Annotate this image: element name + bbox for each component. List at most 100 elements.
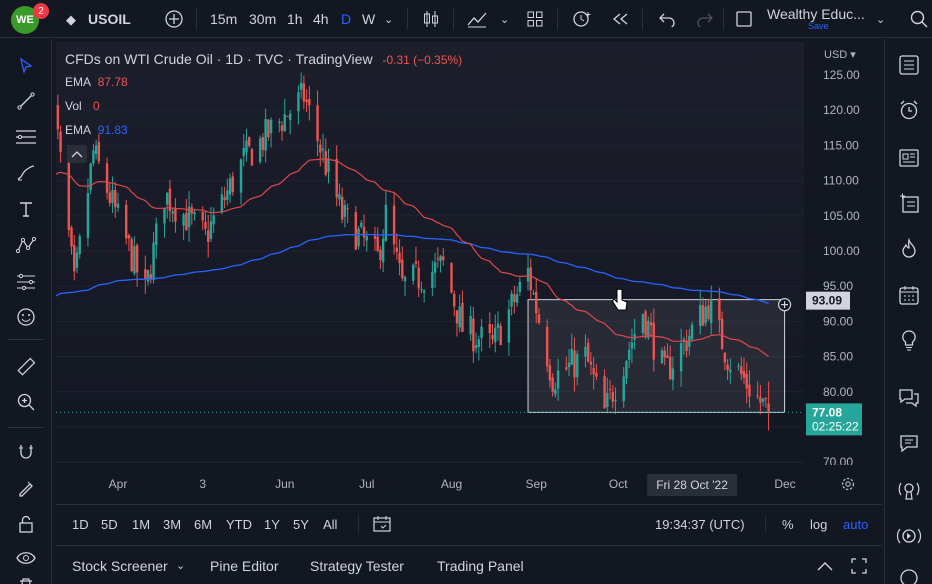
currency-label[interactable]: USD ▾ <box>824 49 856 61</box>
candle-body <box>592 368 595 375</box>
tab-strategy-tester[interactable]: Strategy Tester <box>310 557 404 574</box>
candle-body <box>226 190 229 201</box>
horizontal-lines-icon[interactable] <box>10 123 42 151</box>
interval-1h[interactable]: 1h <box>287 11 303 27</box>
trend-line-icon[interactable] <box>10 87 42 115</box>
lock-icon[interactable] <box>10 510 42 538</box>
range-5d[interactable]: 5D <box>101 516 118 532</box>
watchlist-icon[interactable] <box>893 50 925 80</box>
interval-d[interactable]: D <box>341 11 352 27</box>
hotlist-fire-icon[interactable] <box>893 234 925 264</box>
stock-screener-chevron-icon[interactable]: ⌄ <box>176 560 186 572</box>
tab-stock-screener[interactable]: Stock Screener <box>72 557 168 574</box>
account-name[interactable]: Wealthy Educ... <box>767 6 865 22</box>
chart-pane[interactable]: USD ▾ 125.00 120.00 115.00 110.00 105.00 100.0… <box>56 42 882 502</box>
candle-body <box>201 211 204 221</box>
help-icon[interactable] <box>893 563 925 584</box>
tab-pine-editor[interactable]: Pine Editor <box>210 557 279 574</box>
log-toggle[interactable]: log <box>810 516 828 532</box>
range-3m[interactable]: 3M <box>163 516 182 532</box>
news-icon[interactable] <box>893 143 925 173</box>
pattern-tool-icon[interactable] <box>10 231 42 259</box>
account-chevron-icon[interactable]: ⌄ <box>876 13 886 26</box>
candle-body <box>608 389 612 391</box>
candle-body <box>453 293 456 307</box>
legend-change: -0.31 (−0.35%) <box>382 53 463 67</box>
compare-add-icon[interactable] <box>163 0 185 38</box>
indicators-icon[interactable] <box>465 0 489 38</box>
range-1y[interactable]: 1Y <box>264 516 280 532</box>
magnet-icon[interactable] <box>10 438 42 466</box>
rectangle-drawing[interactable] <box>527 298 792 413</box>
interval-15m[interactable]: 15m <box>210 11 238 27</box>
ideas-lightbulb-icon[interactable] <box>893 325 925 355</box>
rect-price-label: 93.09 <box>812 294 842 308</box>
price-axis[interactable]: USD ▾ 125.00 120.00 115.00 110.00 105.00 100.0… <box>804 42 882 469</box>
clock-readout[interactable]: 19:34:37 (UTC) <box>655 516 745 532</box>
zoom-in-icon[interactable] <box>10 388 42 416</box>
trash-icon[interactable] <box>10 571 42 584</box>
search-icon[interactable] <box>908 0 930 38</box>
candle-body <box>75 252 79 268</box>
fullscreen-square-icon[interactable] <box>733 0 755 38</box>
candle-body <box>709 299 713 324</box>
auto-toggle[interactable]: auto <box>843 516 869 532</box>
time-axis[interactable]: Apr3JunJulAugSepOctNovDecFri 28 Oct '22 <box>56 465 882 502</box>
rectangle-box[interactable] <box>527 299 786 413</box>
alarm-clock-icon[interactable] <box>893 95 925 125</box>
stay-in-drawing-icon[interactable] <box>10 474 42 502</box>
price-chart[interactable]: USD ▾ 125.00 120.00 115.00 110.00 105.00 100.0… <box>56 42 882 502</box>
range-5y[interactable]: 5Y <box>293 516 309 532</box>
replay-icon[interactable] <box>609 0 631 38</box>
candle-body <box>207 230 210 242</box>
public-chat-icon[interactable] <box>893 429 925 459</box>
add-note-icon[interactable] <box>893 188 925 218</box>
candle-body <box>403 277 407 282</box>
range-ytd[interactable]: YTD <box>226 516 252 532</box>
chevron-down-icon[interactable]: ⌄ <box>384 13 394 26</box>
layout-grid-icon[interactable] <box>524 0 546 38</box>
settings-gear-icon[interactable] <box>841 477 855 491</box>
cursor-icon[interactable] <box>10 52 42 80</box>
panel-maximize-icon[interactable] <box>850 546 868 584</box>
calendar-icon[interactable] <box>893 280 925 310</box>
redo-icon[interactable] <box>694 0 716 38</box>
panel-collapse-icon[interactable] <box>816 546 834 584</box>
indicators-chevron-icon[interactable]: ⌄ <box>500 13 510 26</box>
range-all[interactable]: All <box>323 516 338 532</box>
candle-body <box>513 294 516 302</box>
tab-trading-panel[interactable]: Trading Panel <box>437 557 524 574</box>
streams-icon[interactable] <box>893 475 925 505</box>
interval-w[interactable]: W <box>362 11 376 27</box>
interval-30m[interactable]: 30m <box>249 11 277 27</box>
legend-ema-slow[interactable]: EMA 91.83 <box>65 123 128 137</box>
legend-collapse-chevron-icon[interactable] <box>67 145 87 163</box>
candle-body <box>586 343 590 362</box>
interval-4h[interactable]: 4h <box>313 11 329 27</box>
playback-icon[interactable] <box>893 521 925 551</box>
range-1m[interactable]: 1M <box>132 516 151 532</box>
legend-volume[interactable]: Vol 0 <box>65 99 100 113</box>
emoji-icon[interactable] <box>10 303 42 331</box>
text-tool-icon[interactable] <box>10 195 42 223</box>
range-6m[interactable]: 6M <box>194 516 213 532</box>
candle-body <box>439 255 442 262</box>
symbol-search-button[interactable]: USOIL <box>88 11 131 27</box>
percent-toggle[interactable]: % <box>782 516 794 532</box>
legend-ema-fast[interactable]: EMA 87.78 <box>65 75 128 89</box>
range-1d[interactable]: 1D <box>72 516 89 532</box>
candle-body <box>299 82 303 90</box>
forecast-tool-icon[interactable] <box>10 268 42 296</box>
chats-icon[interactable] <box>893 383 925 413</box>
legend-title[interactable]: CFDs on WTI Crude Oil · 1D · TVC · Tradi… <box>65 51 462 67</box>
candles-icon[interactable] <box>420 0 442 38</box>
ruler-icon[interactable] <box>10 353 42 381</box>
brush-icon[interactable] <box>10 159 42 187</box>
eye-icon[interactable] <box>10 544 42 572</box>
price-tick-label: 120.00 <box>823 103 860 117</box>
candle-body <box>379 249 382 260</box>
undo-icon[interactable] <box>656 0 678 38</box>
alert-clock-icon[interactable] <box>570 0 594 38</box>
candle-body <box>707 305 710 320</box>
date-range-icon[interactable] <box>372 505 392 543</box>
